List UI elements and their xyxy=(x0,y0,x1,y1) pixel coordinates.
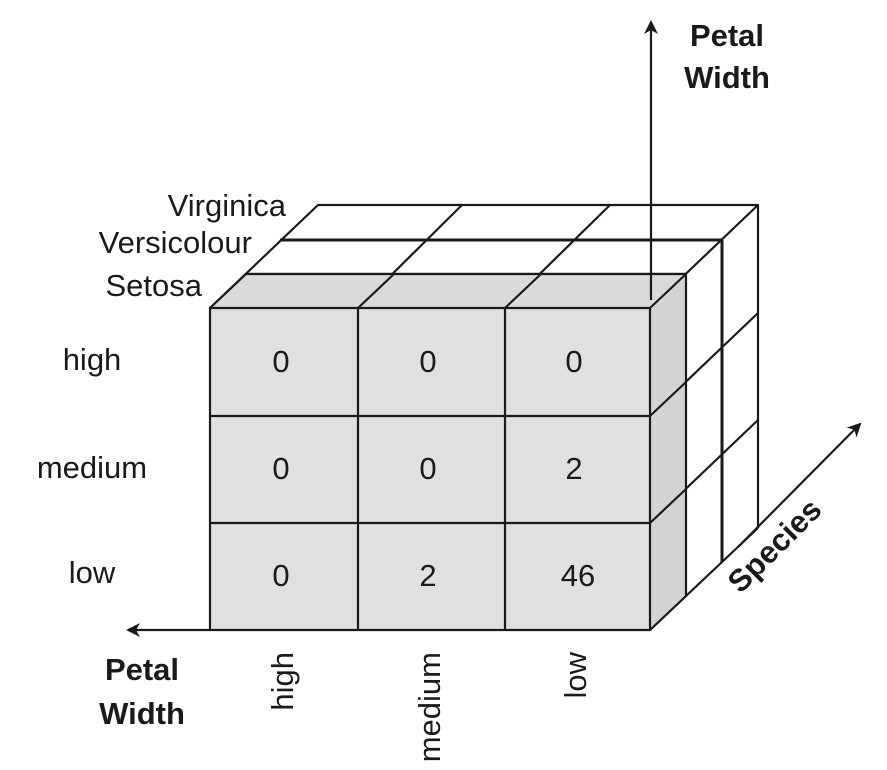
setosa-side-divider-2 xyxy=(649,488,687,524)
cell-value: 2 xyxy=(419,558,436,593)
cell-value: 0 xyxy=(419,344,436,379)
setosa-front-face xyxy=(210,308,650,630)
row-label-medium: medium xyxy=(37,450,147,485)
horizontal-axis-title-line2: Width xyxy=(99,696,185,731)
species-label-virginica: Virginica xyxy=(168,188,287,223)
setosa-top-face xyxy=(210,274,686,308)
cell-value: 0 xyxy=(272,344,289,379)
species-label-versicolour: Versicolour xyxy=(99,225,252,260)
top-face-outline xyxy=(209,203,760,309)
setosa-top-divider-2 xyxy=(504,273,542,309)
cell-value: 0 xyxy=(565,344,582,379)
setosa-top-divider-1 xyxy=(357,273,395,309)
cell-value: 0 xyxy=(272,558,289,593)
column-label-medium: medium xyxy=(412,652,447,762)
cell-value: 0 xyxy=(419,451,436,486)
cell-value: 46 xyxy=(561,558,595,593)
horizontal-axis-title-line1: Petal xyxy=(105,652,179,687)
species-label-setosa: Setosa xyxy=(105,268,202,303)
column-label-low: low xyxy=(558,651,593,698)
setosa-slice xyxy=(208,272,688,632)
setosa-side-face xyxy=(650,274,686,630)
cell-value: 2 xyxy=(565,451,582,486)
row-label-high: high xyxy=(63,342,122,377)
front-grid-border xyxy=(208,306,652,632)
setosa-side-divider-1 xyxy=(649,381,687,417)
setosa-corner-edge xyxy=(649,273,687,309)
vertical-axis-title-line2: Width xyxy=(684,60,770,95)
depth-axis-arrow xyxy=(737,422,862,548)
row-label-low: low xyxy=(69,555,116,590)
vertical-axis-title-line1: Petal xyxy=(690,18,764,53)
cell-value: 0 xyxy=(272,451,289,486)
column-label-high: high xyxy=(265,652,300,711)
